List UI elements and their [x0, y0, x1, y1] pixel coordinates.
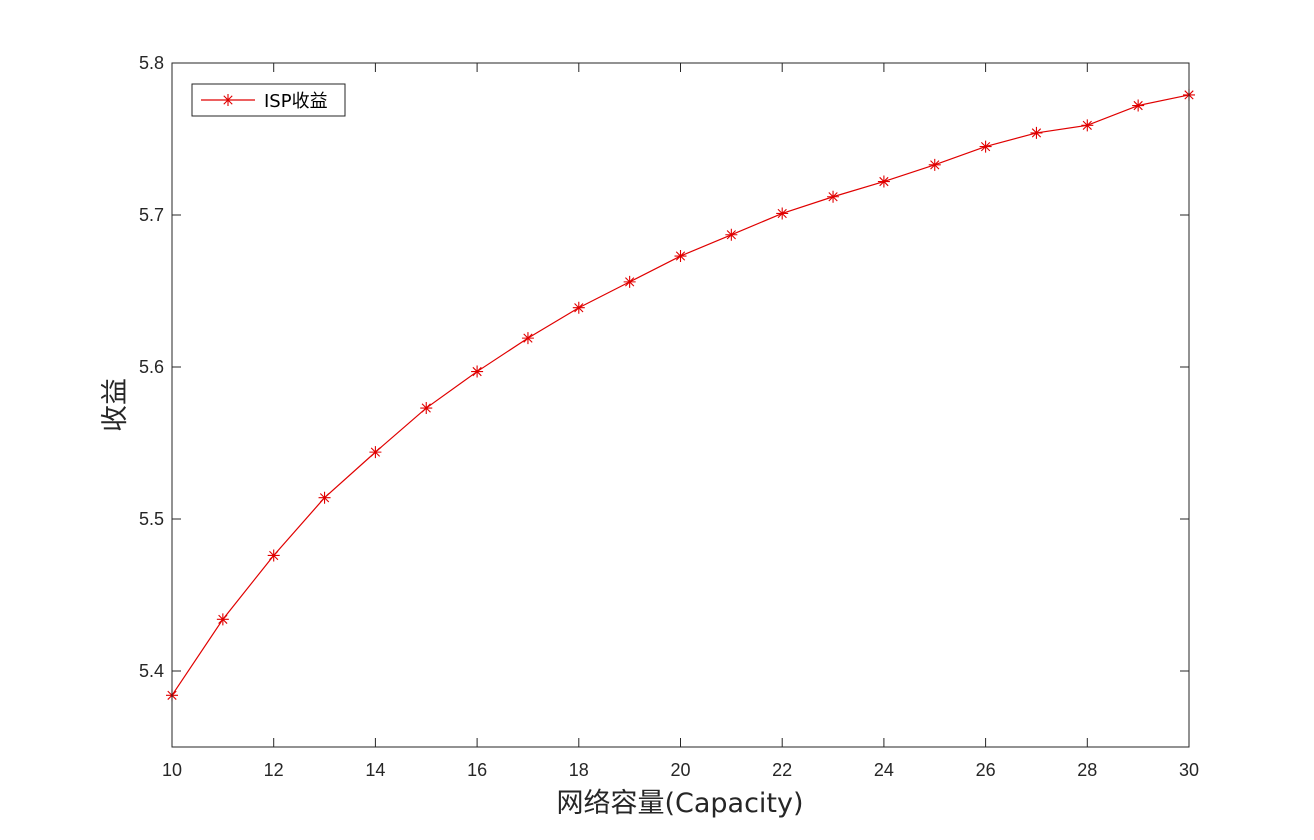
- data-point-marker: [877, 175, 890, 188]
- data-point-marker: [623, 275, 636, 288]
- data-point-marker: [725, 228, 738, 241]
- y-tick-label: 5.5: [139, 509, 164, 529]
- plot-background: [172, 63, 1189, 747]
- data-point-marker: [521, 332, 534, 345]
- data-point-marker: [1132, 99, 1145, 112]
- data-point-marker: [318, 491, 331, 504]
- x-axis-title: 网络容量(Capacity): [556, 788, 803, 819]
- x-tick-label: 18: [569, 760, 589, 780]
- x-tick-label: 10: [162, 760, 182, 780]
- data-point-marker: [420, 402, 433, 415]
- data-point-marker: [827, 190, 840, 203]
- data-point-marker: [979, 140, 992, 153]
- y-tick-label: 5.8: [139, 53, 164, 73]
- data-point-marker: [572, 301, 585, 314]
- legend: ISP收益: [191, 83, 346, 117]
- x-tick-label: 26: [976, 760, 996, 780]
- data-point-marker: [928, 158, 941, 171]
- data-point-marker: [1030, 126, 1043, 139]
- y-tick-label: 5.7: [139, 205, 164, 225]
- ticks-layer: 10 12 14 16 18 20 22 24 26 28 30 5.4 5.5 5.6 5.7 5.8: [139, 53, 1199, 780]
- plot-area: [172, 63, 1189, 747]
- series-layer: [166, 88, 1195, 702]
- data-point-marker: [1081, 119, 1094, 132]
- data-point-marker: [776, 207, 789, 220]
- x-tick-label: 16: [467, 760, 487, 780]
- data-point-marker: [674, 250, 687, 263]
- x-tick-label: 28: [1077, 760, 1097, 780]
- x-tick-label: 12: [264, 760, 284, 780]
- legend-label: ISP收益: [264, 91, 328, 112]
- x-tick-label: 20: [670, 760, 690, 780]
- y-axis-title: 收益: [100, 378, 131, 432]
- y-tick-label: 5.4: [139, 661, 164, 681]
- data-point-marker: [216, 613, 229, 626]
- y-tick-label: 5.6: [139, 357, 164, 377]
- data-point-marker: [471, 365, 484, 378]
- x-tick-label: 30: [1179, 760, 1199, 780]
- legend-marker-sample: [222, 94, 234, 106]
- x-tick-label: 14: [365, 760, 385, 780]
- x-tick-label: 24: [874, 760, 894, 780]
- x-tick-label: 22: [772, 760, 792, 780]
- data-point-marker: [267, 549, 280, 562]
- data-point-marker: [369, 446, 382, 459]
